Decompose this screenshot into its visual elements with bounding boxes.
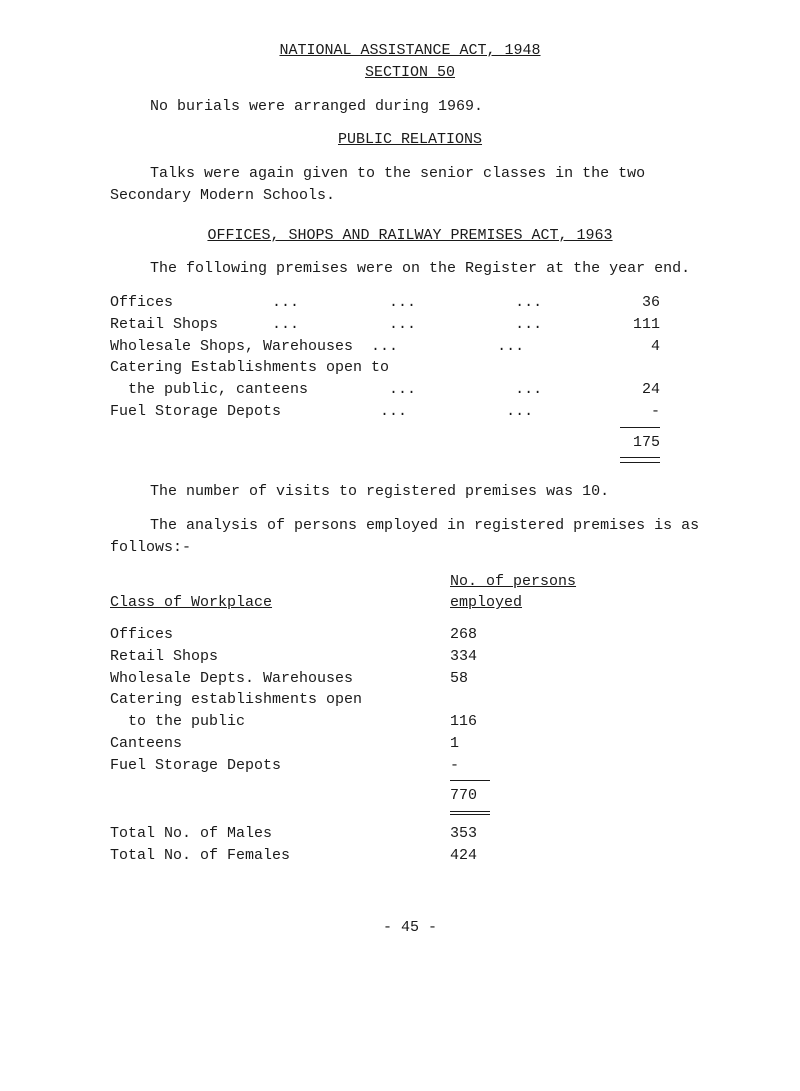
row-label: Catering establishments open: [110, 689, 430, 711]
table-row: Catering establishments open: [110, 689, 710, 711]
table-row: Canteens 1: [110, 733, 710, 755]
table-row: Retail Shops ... ... ... 111: [110, 314, 710, 336]
row-label: to the public: [110, 711, 430, 733]
table-row: Fuel Storage Depots ... ... -: [110, 401, 710, 423]
row-value: 24: [610, 379, 710, 401]
table-row: Wholesale Depts. Warehouses 58: [110, 668, 710, 690]
spacer: [533, 401, 610, 423]
table-header-row: Class of Workplace employed: [110, 592, 710, 614]
rule-line: [430, 776, 530, 785]
rule-line: [620, 427, 660, 428]
document-page: NATIONAL ASSISTANCE ACT, 1948 SECTION 50…: [0, 0, 800, 968]
page-number: - 45 -: [110, 917, 710, 939]
spacer: [110, 571, 430, 593]
table-row: Fuel Storage Depots -: [110, 755, 710, 777]
row-label: Wholesale Shops, Warehouses ... ...: [110, 336, 524, 358]
row-label: Catering Establishments open to: [110, 357, 389, 379]
act-title: NATIONAL ASSISTANCE ACT, 1948: [279, 42, 540, 59]
paragraph-visits: The number of visits to registered premi…: [110, 481, 710, 503]
spacer: [542, 314, 610, 336]
row-label: Retail Shops ... ... ...: [110, 314, 542, 336]
spacer: [110, 776, 430, 785]
row-label: Wholesale Depts. Warehouses: [110, 668, 430, 690]
rule-line: [620, 457, 660, 458]
row-label: Canteens: [110, 733, 430, 755]
row-value: [430, 689, 530, 711]
row-value: 353: [430, 823, 530, 845]
workplace-total: 770: [430, 785, 530, 807]
rule-row: [110, 807, 710, 823]
row-value: 424: [430, 845, 530, 867]
section-title: SECTION 50: [365, 64, 455, 81]
table-row: Catering Establishments open to: [110, 357, 710, 379]
header-class: Class of Workplace: [110, 592, 430, 614]
row-label: Retail Shops: [110, 646, 430, 668]
offices-act-heading: OFFICES, SHOPS AND RAILWAY PREMISES ACT,…: [207, 227, 612, 244]
paragraph-analysis-intro: The analysis of persons employed in regi…: [110, 515, 710, 559]
table-row: Total No. of Males 353: [110, 823, 710, 845]
row-label: Offices: [110, 624, 430, 646]
rule-line: [430, 807, 530, 823]
register-total: 175: [110, 432, 710, 454]
row-value: 36: [610, 292, 710, 314]
row-value: -: [610, 401, 710, 423]
spacer: [542, 379, 610, 401]
row-value: 1: [430, 733, 530, 755]
spacer: [110, 614, 710, 624]
paragraph-register-intro: The following premises were on the Regis…: [110, 258, 710, 280]
row-value: 111: [610, 314, 710, 336]
subhead-public-relations: PUBLIC RELATIONS: [110, 129, 710, 151]
public-relations-heading: PUBLIC RELATIONS: [338, 131, 482, 148]
row-label: Fuel Storage Depots ... ...: [110, 401, 533, 423]
workplace-table: No. of persons Class of Workplace employ…: [110, 571, 710, 867]
row-label: Total No. of Females: [110, 845, 430, 867]
rule-row: [110, 776, 710, 785]
table-row: Retail Shops 334: [110, 646, 710, 668]
table-row: Offices ... ... ... 36: [110, 292, 710, 314]
spacer: [524, 336, 610, 358]
row-value: -: [430, 755, 530, 777]
table-header-row: No. of persons: [110, 571, 710, 593]
row-value: 58: [430, 668, 530, 690]
row-value: 4: [610, 336, 710, 358]
paragraph-burials: No burials were arranged during 1969.: [110, 96, 710, 118]
row-value: 116: [430, 711, 530, 733]
rule-line: [620, 462, 660, 463]
row-label: the public, canteens ... ...: [110, 379, 542, 401]
row-label: Total No. of Males: [110, 823, 430, 845]
paragraph-talks: Talks were again given to the senior cla…: [110, 163, 710, 207]
subhead-offices: OFFICES, SHOPS AND RAILWAY PREMISES ACT,…: [110, 225, 710, 247]
header-persons-bot: employed: [430, 592, 530, 614]
row-value: 334: [430, 646, 530, 668]
row-label: Offices ... ... ...: [110, 292, 542, 314]
table-row: Wholesale Shops, Warehouses ... ... 4: [110, 336, 710, 358]
header-persons-top: No. of persons: [430, 571, 576, 593]
row-value: 268: [430, 624, 530, 646]
table-row: Offices 268: [110, 624, 710, 646]
spacer: [542, 292, 610, 314]
row-label: Fuel Storage Depots: [110, 755, 430, 777]
title-block: NATIONAL ASSISTANCE ACT, 1948 SECTION 50: [110, 40, 710, 84]
total-row: 770: [110, 785, 710, 807]
table-row: Total No. of Females 424: [110, 845, 710, 867]
spacer: [110, 807, 430, 823]
spacer: [110, 785, 430, 807]
table-row: the public, canteens ... ... 24: [110, 379, 710, 401]
table-row: to the public 116: [110, 711, 710, 733]
register-table: Offices ... ... ... 36 Retail Shops ... …: [110, 292, 710, 463]
